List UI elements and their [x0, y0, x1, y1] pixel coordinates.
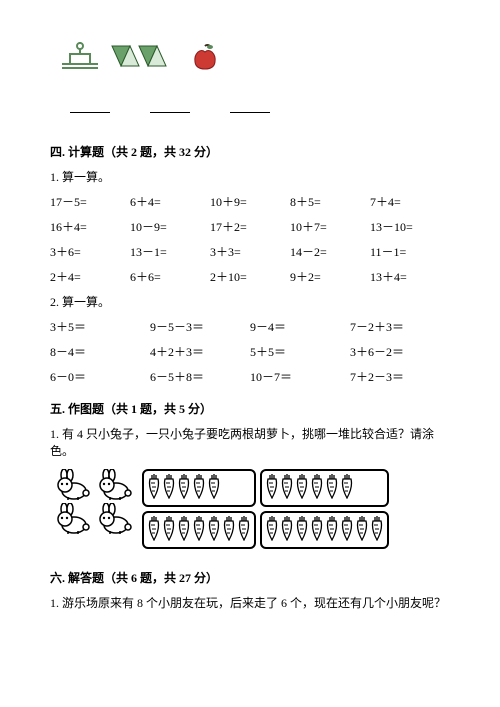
carrot-box[interactable]	[142, 511, 256, 549]
calc-item: 10－9=	[130, 218, 210, 235]
carrot-icon	[295, 473, 309, 503]
carrot-icon	[340, 473, 354, 503]
calc-item: 13－10=	[370, 218, 450, 235]
carrot-icon	[370, 515, 384, 545]
carrot-icon	[237, 515, 251, 545]
calc-item: 9＋2=	[290, 268, 370, 285]
carrot-icon	[325, 515, 339, 545]
carrot-icon	[192, 515, 206, 545]
calc-item: 17＋2=	[210, 218, 290, 235]
calc-item: 3＋6=	[50, 243, 130, 260]
calc-item: 7－2＋3＝	[350, 318, 450, 335]
calc-item: 14－2=	[290, 243, 370, 260]
section-4-sub1: 1. 算一算。	[50, 168, 450, 185]
calc-item: 6－5＋8＝	[150, 368, 250, 385]
calc-item: 9－4＝	[250, 318, 350, 335]
carrot-icon	[162, 473, 176, 503]
blank[interactable]	[70, 98, 110, 113]
shapes-row	[60, 40, 450, 78]
section-6-q1: 1. 游乐场原来有 8 个小朋友在玩，后来走了 6 个，现在还有几个小朋友呢？	[50, 594, 450, 611]
calc-row: 3＋6=13－1=3＋3=14－2=11－1=	[50, 243, 450, 260]
carrot-box[interactable]	[142, 469, 256, 507]
section-5-q1: 1. 有 4 只小兔子，一只小兔子要吃两根胡萝卜，挑哪一堆比较合适？请涂色。	[50, 425, 450, 459]
calc-block-1: 17－5=6＋4=10＋9=8＋5=7＋4=16＋4=10－9=17＋2=10＋…	[50, 193, 450, 285]
section-6-title: 六. 解答题（共 6 题，共 27 分）	[50, 569, 450, 586]
triangles-icon	[110, 42, 180, 76]
rabbits-figure	[50, 469, 450, 549]
carrot-icon	[280, 473, 294, 503]
calc-item: 7＋4=	[370, 193, 450, 210]
rabbit-icon	[50, 503, 90, 535]
calc-item: 6－0＝	[50, 368, 150, 385]
blank[interactable]	[230, 98, 270, 113]
calc-item: 7＋2－3＝	[350, 368, 450, 385]
calc-row: 8－4＝4＋2＋3＝5＋5＝3＋6－2＝	[50, 343, 450, 360]
section-4-title: 四. 计算题（共 2 题，共 32 分）	[50, 143, 450, 160]
calc-item: 3＋5＝	[50, 318, 150, 335]
carrot-icon	[265, 473, 279, 503]
calc-item: 17－5=	[50, 193, 130, 210]
section-4-sub2: 2. 算一算。	[50, 293, 450, 310]
calc-item: 4＋2＋3＝	[150, 343, 250, 360]
carrot-icon	[340, 515, 354, 545]
rabbit-grid	[50, 469, 132, 535]
rabbit-icon	[50, 469, 90, 501]
calc-item: 9－5－3＝	[150, 318, 250, 335]
carrot-icon	[310, 515, 324, 545]
rabbit-icon	[92, 469, 132, 501]
calc-row: 6－0＝6－5＋8＝10－7＝7＋2－3＝	[50, 368, 450, 385]
carrot-box[interactable]	[260, 469, 389, 507]
blank[interactable]	[150, 98, 190, 113]
carrot-box[interactable]	[260, 511, 389, 549]
calc-item: 5＋5＝	[250, 343, 350, 360]
calc-item: 10－7＝	[250, 368, 350, 385]
calc-item: 13－1=	[130, 243, 210, 260]
calc-item: 2＋10=	[210, 268, 290, 285]
hat-shape-icon	[60, 40, 100, 78]
calc-item: 3＋6－2＝	[350, 343, 450, 360]
calc-item: 8＋5=	[290, 193, 370, 210]
carrot-icon	[147, 473, 161, 503]
calc-item: 10＋7=	[290, 218, 370, 235]
apple-icon	[190, 42, 220, 76]
carrot-icon	[162, 515, 176, 545]
carrot-icon	[325, 473, 339, 503]
calc-row: 3＋5＝9－5－3＝9－4＝7－2＋3＝	[50, 318, 450, 335]
answer-blanks	[70, 98, 450, 113]
carrot-icon	[192, 473, 206, 503]
carrot-icon	[177, 473, 191, 503]
calc-block-2: 3＋5＝9－5－3＝9－4＝7－2＋3＝ 8－4＝4＋2＋3＝5＋5＝3＋6－2＝…	[50, 318, 450, 385]
calc-row: 2＋4=6＋6=2＋10=9＋2=13＋4=	[50, 268, 450, 285]
calc-item: 10＋9=	[210, 193, 290, 210]
calc-item: 6＋4=	[130, 193, 210, 210]
calc-item: 3＋3=	[210, 243, 290, 260]
carrot-icon	[147, 515, 161, 545]
carrot-icon	[177, 515, 191, 545]
carrot-icon	[355, 515, 369, 545]
carrot-icon	[207, 515, 221, 545]
carrot-icon	[207, 473, 221, 503]
carrot-icon	[280, 515, 294, 545]
carrot-icon	[295, 515, 309, 545]
carrot-groups	[142, 469, 389, 549]
carrot-icon	[265, 515, 279, 545]
calc-item: 8－4＝	[50, 343, 150, 360]
calc-row: 16＋4=10－9=17＋2=10＋7=13－10=	[50, 218, 450, 235]
calc-row: 17－5=6＋4=10＋9=8＋5=7＋4=	[50, 193, 450, 210]
carrot-icon	[310, 473, 324, 503]
calc-item: 11－1=	[370, 243, 450, 260]
rabbit-icon	[92, 503, 132, 535]
calc-item: 6＋6=	[130, 268, 210, 285]
calc-item: 13＋4=	[370, 268, 450, 285]
calc-item: 16＋4=	[50, 218, 130, 235]
calc-item: 2＋4=	[50, 268, 130, 285]
section-5-title: 五. 作图题（共 1 题，共 5 分）	[50, 400, 450, 417]
carrot-icon	[222, 515, 236, 545]
